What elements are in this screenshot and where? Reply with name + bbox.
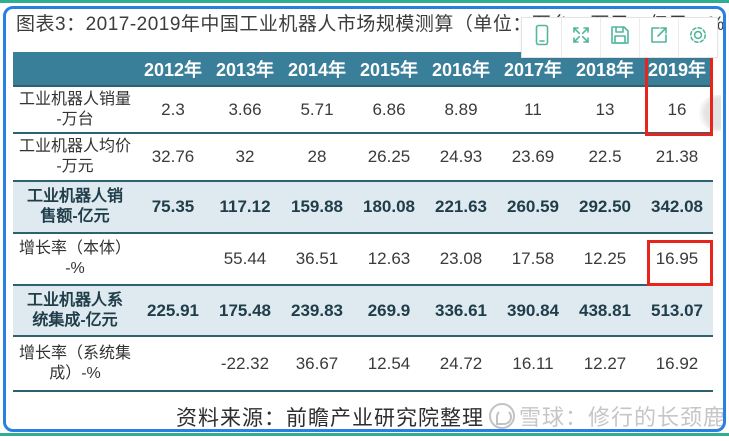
table-cell: 438.81: [569, 284, 641, 336]
table-cell: 175.48: [209, 284, 281, 336]
row-label: 工业机器人销 售额-亿元: [13, 180, 137, 233]
table-row-sales-value: 工业机器人销 售额-亿元 75.35 117.12 159.88 180.08 …: [13, 180, 713, 233]
table-cell: 180.08: [353, 180, 425, 233]
table-cell: 24.72: [425, 335, 497, 392]
table-cell: 22.5: [569, 132, 641, 181]
table-cell: 36.67: [281, 335, 353, 392]
table-cell: 23.08: [425, 232, 497, 285]
row-label: 增长率（系统集 成）-%: [13, 335, 137, 392]
table-cell: 26.25: [353, 132, 425, 181]
table-cell: 269.9: [353, 284, 425, 336]
share-icon: [647, 23, 671, 52]
table-cell: [137, 335, 209, 392]
table-cell: 12.27: [569, 335, 641, 392]
table-cell: 260.59: [497, 180, 569, 233]
table-cell: 342.08: [641, 180, 713, 233]
table-cell: 5.71: [281, 85, 353, 133]
table-row-sales-volume: 工业机器人销量 -万台 2.3 3.66 5.71 6.86 8.89 11 1…: [13, 85, 713, 133]
table-cell: 21.38: [641, 132, 713, 181]
table-cell: 12.25: [569, 232, 641, 285]
table-cell: 32.76: [137, 132, 209, 181]
table-cell: 390.84: [497, 284, 569, 336]
table-cell: 6.86: [353, 85, 425, 133]
table-cell: 17.58: [497, 232, 569, 285]
table-cell: 75.35: [137, 180, 209, 233]
data-table: 2012年 2013年 2014年 2015年 2016年 2017年 2018…: [13, 52, 713, 392]
table-cell: 2.3: [137, 85, 209, 133]
year-header: 2018年: [569, 52, 641, 86]
table-cell: 3.66: [209, 85, 281, 133]
mobile-preview-icon: [530, 23, 554, 52]
row-label: 工业机器人系 统集成-亿元: [13, 284, 137, 336]
table-cell: 336.61: [425, 284, 497, 336]
row-label: 工业机器人均价 -万元: [13, 132, 137, 181]
top-accent-strip: [0, 0, 729, 3]
table-cell: -22.32: [209, 335, 281, 392]
xueqiu-watermark: 雪球：修行的长颈鹿: [489, 400, 726, 432]
data-table-wrap: 2012年 2013年 2014年 2015年 2016年 2017年 2018…: [13, 52, 713, 392]
table-row-system-integration: 工业机器人系 统集成-亿元 225.91 175.48 239.83 269.9…: [13, 284, 713, 336]
table-row-growth-body: 增长率（本体） -% 55.44 36.51 12.63 23.08 17.58…: [13, 232, 713, 285]
table-cell: 16.11: [497, 335, 569, 392]
table-cell: 225.91: [137, 284, 209, 336]
table-cell: 513.07: [641, 284, 713, 336]
fullscreen-button[interactable]: [561, 18, 600, 57]
table-cell: 13: [569, 85, 641, 133]
table-cell: 292.50: [569, 180, 641, 233]
year-header: 2013年: [209, 52, 281, 86]
row-label: 工业机器人销量 -万台: [13, 85, 137, 133]
save-icon: [608, 23, 632, 52]
year-header: 2012年: [137, 52, 209, 86]
chart-toolbar: [521, 17, 718, 58]
corner-cell: [13, 52, 137, 86]
mobile-preview-button[interactable]: [522, 18, 561, 57]
settings-button[interactable]: [678, 18, 717, 57]
year-header: 2014年: [281, 52, 353, 86]
table-cell-highlighted: 16.95: [641, 232, 713, 285]
table-cell: 11: [497, 85, 569, 133]
table-cell: 159.88: [281, 180, 353, 233]
fullscreen-icon: [569, 23, 593, 52]
year-header: 2015年: [353, 52, 425, 86]
table-cell: 221.63: [425, 180, 497, 233]
bottom-accent-strip: [0, 433, 729, 436]
table-cell: 117.12: [209, 180, 281, 233]
table-row-avg-price: 工业机器人均价 -万元 32.76 32 28 26.25 24.93 23.6…: [13, 132, 713, 181]
table-cell: [137, 232, 209, 285]
table-cell: 24.93: [425, 132, 497, 181]
table-cell: 32: [209, 132, 281, 181]
table-cell: 16.92: [641, 335, 713, 392]
table-row-growth-integration: 增长率（系统集 成）-% -22.32 36.67 12.54 24.72 16…: [13, 335, 713, 392]
settings-icon: [686, 23, 710, 52]
table-cell: 239.83: [281, 284, 353, 336]
xueqiu-watermark-text: 雪球：修行的长颈鹿: [519, 405, 727, 430]
table-cell: 55.44: [209, 232, 281, 285]
table-cell: 28: [281, 132, 353, 181]
table-cell: 12.63: [353, 232, 425, 285]
snowball-logo-icon: [489, 403, 515, 429]
share-button[interactable]: [639, 18, 678, 57]
table-cell: 36.51: [281, 232, 353, 285]
table-cell: 23.69: [497, 132, 569, 181]
year-header: 2016年: [425, 52, 497, 86]
source-note: 资料来源：前瞻产业研究院整理: [176, 407, 484, 430]
row-label: 增长率（本体） -%: [13, 232, 137, 285]
table-cell: 12.54: [353, 335, 425, 392]
save-button[interactable]: [600, 18, 639, 57]
table-cell: 8.89: [425, 85, 497, 133]
